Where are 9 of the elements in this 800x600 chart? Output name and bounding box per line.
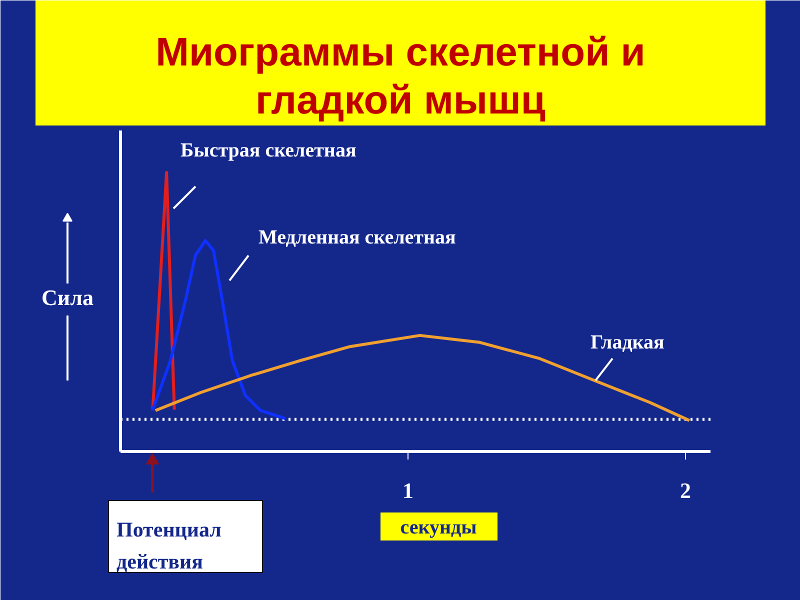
series-label: Быстрая скелетная: [180, 140, 356, 162]
chart-title: Миограммы скелетной и гладкой мышц: [156, 30, 646, 122]
series-label: Гладкая: [590, 332, 665, 354]
text: Медленная скелетная: [258, 226, 456, 248]
x-tick-label: 1: [402, 478, 414, 503]
x-axis-title: секунды: [400, 516, 478, 538]
text: Потенциал действия: [116, 518, 222, 574]
y-axis-title: Сила: [42, 285, 94, 310]
x-tick-label: 2: [680, 478, 692, 503]
